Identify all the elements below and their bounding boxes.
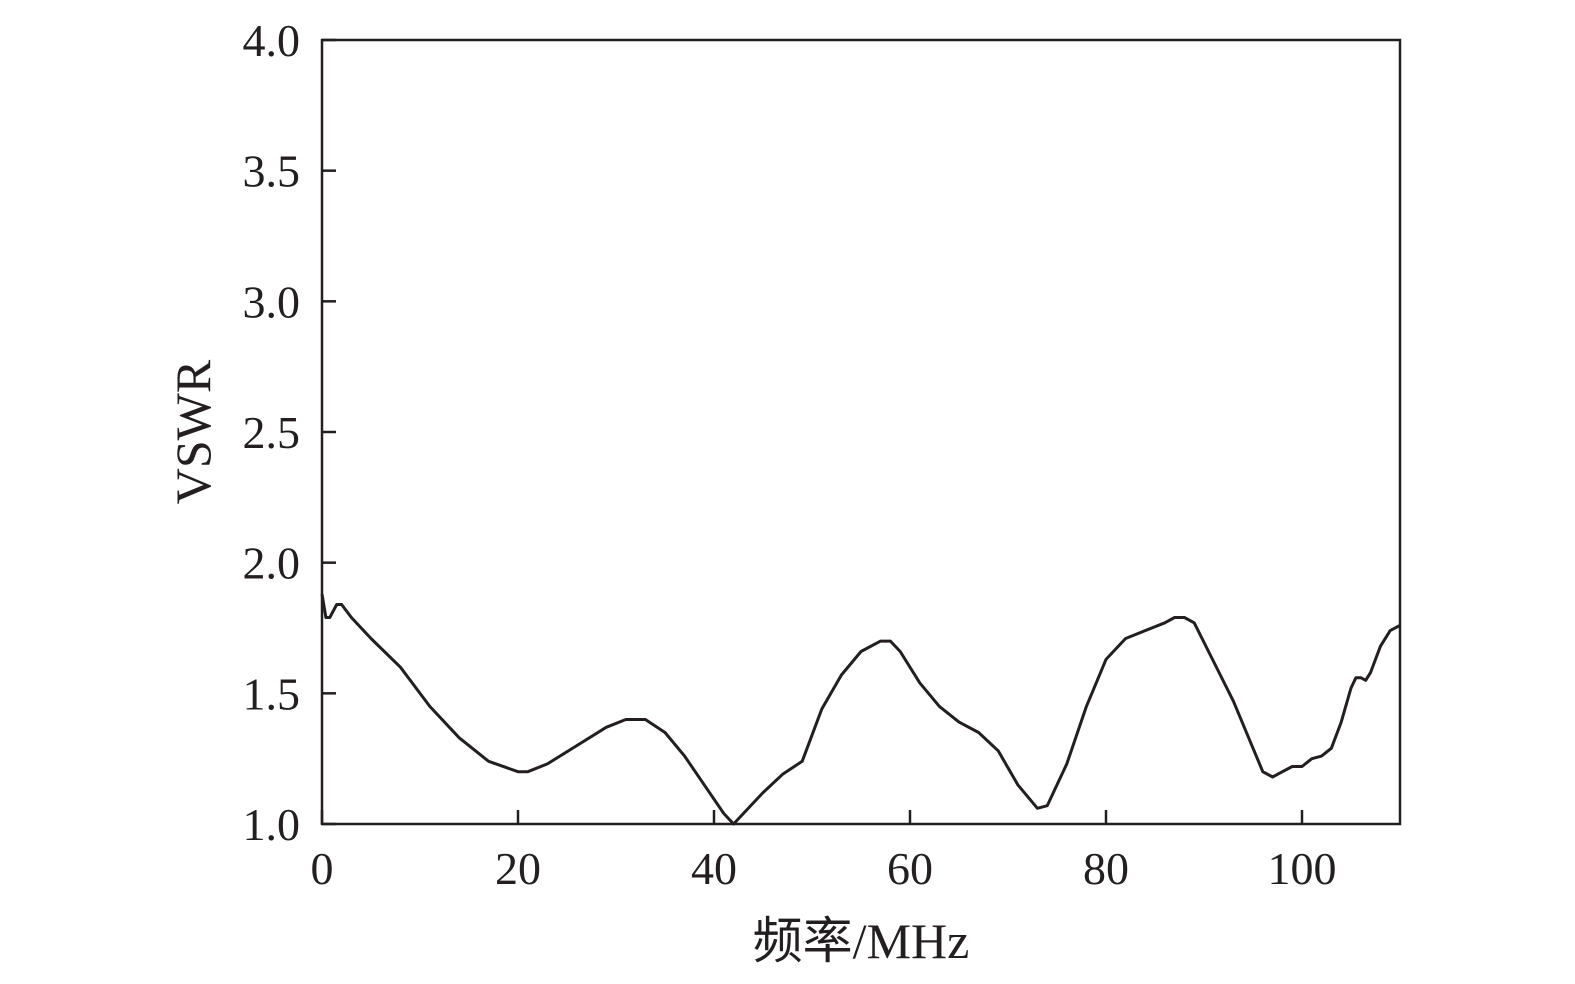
y-axis-ticks: 1.0 1.5 2.0 2.5 3.0 3.5 4.0 [243,15,336,850]
x-tick-label: 0 [311,843,334,894]
y-tick-label: 2.0 [243,538,301,589]
plot-frame [320,38,1402,826]
y-axis-title: VSWR [165,359,221,504]
y-tick-label: 1.5 [243,668,301,719]
y-tick-label: 2.5 [243,407,301,458]
x-tick-label: 100 [1268,843,1337,894]
x-tick-label: 40 [691,843,737,894]
y-tick-label: 3.0 [243,276,301,327]
y-tick-label: 4.0 [243,15,301,66]
x-tick-label: 20 [495,843,541,894]
x-tick-label: 60 [887,843,933,894]
vswr-line [320,593,1401,826]
y-tick-label: 3.5 [243,146,301,197]
x-tick-label: 80 [1083,843,1129,894]
y-tick-label: 1.0 [243,799,301,850]
x-axis-ticks: 0 20 40 60 80 100 [311,810,1337,894]
x-axis-title: 频率/MHz [753,913,970,969]
